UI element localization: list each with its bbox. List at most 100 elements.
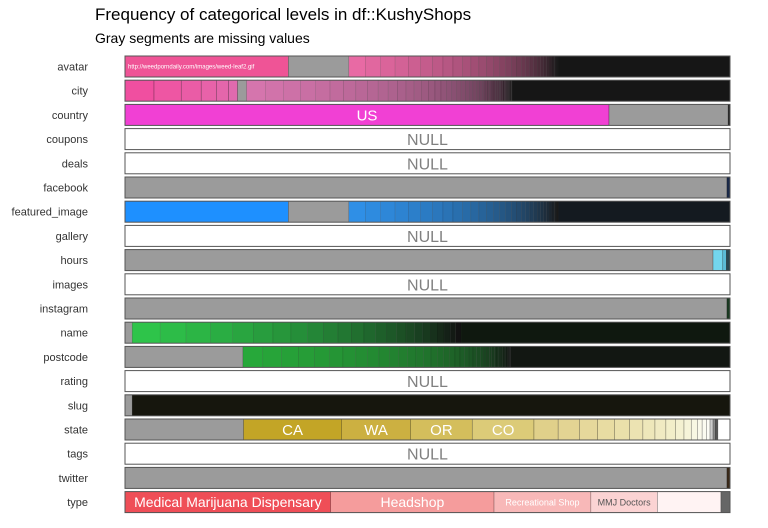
bar-segment: [180, 79, 202, 102]
bar-segment: [558, 201, 730, 223]
row-label: state: [64, 425, 88, 437]
bar-segment: [654, 418, 667, 441]
bar-segment: [500, 346, 503, 368]
row-label: name: [60, 328, 88, 340]
bar-segment: [665, 418, 676, 441]
chart-title: Frequency of categorical levels in df::K…: [95, 5, 472, 24]
bar-segment: [529, 200, 534, 223]
bar-segment: [642, 418, 656, 441]
bar-segment: [414, 322, 424, 344]
bar-segment: [159, 322, 187, 344]
row-label: type: [67, 497, 88, 509]
segment-label: US: [357, 107, 378, 124]
bar-segment: [228, 79, 238, 102]
bar-segment: [505, 200, 512, 223]
bar-segment: [132, 322, 161, 344]
bar-segment: [298, 346, 315, 368]
bar-segment: [543, 55, 547, 78]
bar-segment: [443, 346, 450, 368]
bar-segment: [375, 322, 387, 344]
bar-segment: [380, 55, 396, 78]
bar-segment: [442, 55, 454, 78]
bar-segment: [124, 467, 728, 489]
bar-segment: [597, 418, 615, 441]
bar-segment: [479, 79, 483, 102]
row-label: tags: [67, 449, 88, 461]
bar-segment: [511, 55, 517, 78]
bar-outline: [124, 200, 731, 223]
bar-segment: [396, 322, 407, 344]
bar-segment: [262, 346, 282, 368]
bar-segment: [432, 200, 444, 223]
bar-segment: [472, 346, 477, 368]
bar-segment: [657, 491, 722, 513]
row-label: slug: [68, 400, 88, 412]
bar-segment: [124, 346, 244, 368]
bar-outline: [124, 79, 731, 102]
bar-segment: [558, 56, 730, 77]
bar-segment: [629, 418, 644, 441]
bar-segment: [462, 55, 472, 78]
segment-label: WA: [364, 422, 388, 439]
bar-segment: [428, 79, 436, 102]
bar-segment: [608, 104, 729, 126]
bar-segment: [472, 79, 477, 102]
bar-outline: [124, 249, 731, 272]
bar-segment: [614, 418, 630, 441]
bar-segment: [288, 200, 350, 223]
chart-subtitle: Gray segments are missing values: [95, 30, 310, 46]
row-label: facebook: [43, 183, 88, 195]
bar-segment: [554, 200, 557, 223]
bar-segment: [497, 79, 500, 102]
bar-segment: [709, 418, 714, 441]
bar-outline: [124, 466, 731, 489]
row-label: hours: [60, 255, 88, 267]
bar-segment: [487, 79, 490, 102]
bar-segment: [452, 200, 463, 223]
bar-outline: [124, 394, 731, 417]
bar-segment: [506, 346, 509, 368]
bar-outline: [124, 55, 731, 78]
null-label: NULL: [407, 156, 448, 173]
bar-segment: [505, 346, 508, 368]
bar-segment: [314, 346, 330, 368]
bar-segment: [367, 346, 380, 368]
segment-label: CO: [492, 422, 515, 439]
null-label: NULL: [407, 277, 448, 294]
bar-segment: [185, 322, 211, 344]
bar-segment: [486, 55, 494, 78]
bar-segment: [408, 200, 422, 223]
bar-segment: [475, 79, 480, 102]
bar-segment: [697, 418, 703, 441]
bar-outline: [124, 297, 731, 320]
bar-segment: [300, 79, 316, 102]
bar-segment: [367, 79, 379, 102]
bar-segment: [556, 55, 559, 78]
null-bar: [124, 128, 731, 151]
row-label: twitter: [59, 473, 89, 485]
bar-segment: [342, 346, 357, 368]
bar-segment: [469, 79, 474, 102]
bar-segment: [511, 200, 517, 223]
bar-segment: [200, 79, 217, 102]
bar-segment: [124, 176, 728, 199]
bar-segment: [500, 79, 503, 102]
bar-segment: [543, 200, 547, 223]
bar-segment: [494, 346, 497, 368]
bar-segment: [397, 79, 407, 102]
bar-segment: [288, 55, 350, 78]
bar-segment: [440, 79, 447, 102]
bar-segment: [131, 394, 731, 417]
bar-segment: [499, 200, 506, 223]
bar-segment: [272, 322, 292, 344]
bar-segment: [456, 79, 462, 102]
bar-segment: [512, 80, 730, 102]
segment-label: Headshop: [380, 494, 444, 510]
bar-segment: [489, 79, 493, 102]
bar-segment: [489, 346, 493, 368]
bar-segment: [348, 200, 366, 223]
bar-segment: [460, 79, 466, 102]
bar-segment: [449, 322, 456, 344]
null-bar: [124, 152, 731, 175]
